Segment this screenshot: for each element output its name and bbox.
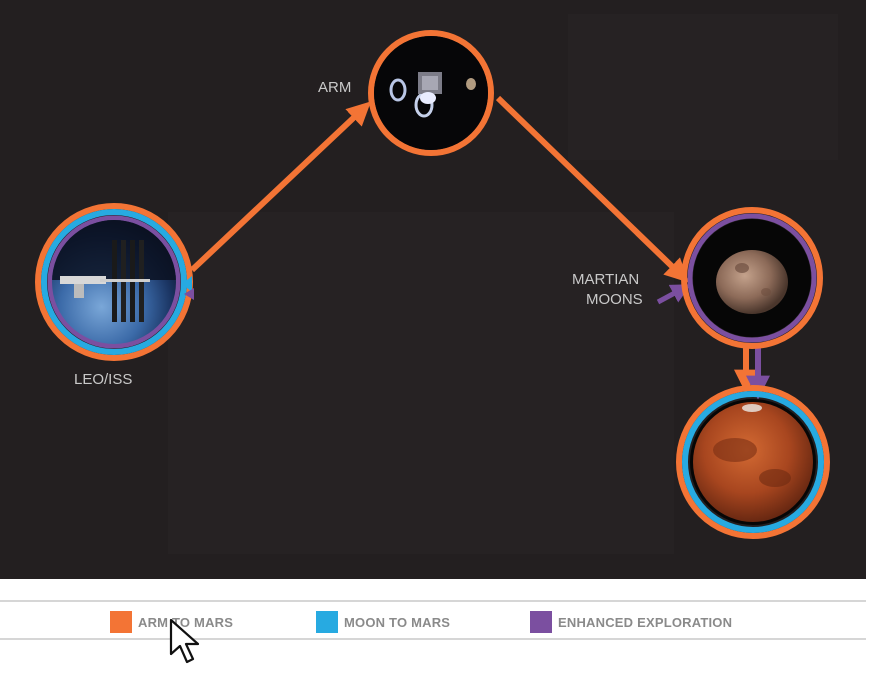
path-leo-to-arm <box>189 101 371 273</box>
node-label-martian-moons-line1: MARTIAN <box>572 271 639 288</box>
mission-path-diagram: LEO/ISS ARM MARTIAN MOONS <box>35 14 838 554</box>
phobos-moon-icon <box>716 250 788 314</box>
node-leo-iss <box>35 203 194 361</box>
node-arm <box>368 30 494 156</box>
node-label-martian-moons-line2: MOONS <box>586 291 643 308</box>
node-label-arm: ARM <box>318 79 351 96</box>
background-block <box>568 14 838 160</box>
legend-label-arm-to-mars: ARM TO MARS <box>138 614 234 630</box>
node-martian-moons <box>681 207 823 349</box>
path-enhanced-to-martian-moons <box>656 284 692 305</box>
legend-bar: ARM TO MARS MOON TO MARS ENHANCED EXPLOR… <box>0 600 866 640</box>
diagram-panel: LEO/ISS ARM MARTIAN MOONS <box>0 0 866 579</box>
background-block <box>168 212 674 554</box>
legend-swatch-enhanced-exploration <box>530 611 552 633</box>
pointer-arrow-icon <box>169 618 200 664</box>
legend-swatch-moon-to-mars <box>316 611 338 633</box>
node-label-leo-iss: LEO/ISS <box>74 371 132 388</box>
node-mars <box>676 385 830 539</box>
legend-item-enhanced-exploration: ENHANCED EXPLORATION <box>530 611 732 633</box>
legend-label-enhanced-exploration: ENHANCED EXPLORATION <box>558 614 733 630</box>
asteroid-redirect-spacecraft-icon <box>389 72 476 118</box>
mars-planet-icon <box>693 402 813 522</box>
legend-swatch-arm-to-mars <box>110 611 132 633</box>
legend-label-moon-to-mars: MOON TO MARS <box>344 614 451 630</box>
legend-item-moon-to-mars: MOON TO MARS <box>316 611 450 633</box>
path-arm-to-martian-moons <box>495 95 689 283</box>
legend-item-arm-to-mars: ARM TO MARS <box>110 611 233 633</box>
